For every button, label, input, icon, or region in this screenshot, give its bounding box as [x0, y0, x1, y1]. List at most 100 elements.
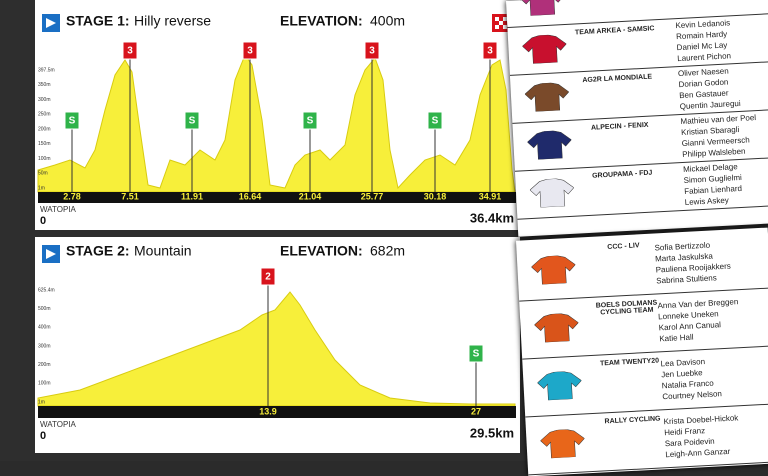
rider-list: Kevin Ledanois Romain Hardy Daniel Mc Lay L…: [675, 17, 732, 64]
km-label: 34.91: [479, 191, 502, 201]
team-row: RALLY CYCLING Krista Doebel-Hickok Heidi F…: [525, 403, 768, 476]
flag-label: 3: [369, 46, 375, 57]
flag-label: 3: [127, 46, 133, 57]
y-label: 200m: [38, 362, 51, 368]
rider-name: Courtney Nelson: [662, 389, 723, 402]
y-label: 397.5m: [38, 67, 55, 73]
team-row: Stefan BisseggerJens Keukeleire: [506, 0, 768, 28]
flag-label: 2: [265, 272, 271, 283]
men-team-card: Stefan BisseggerJens KeukeleireTEAM ARKE…: [506, 0, 768, 237]
stage-name: Hilly reverse: [134, 13, 211, 29]
km-label: 11.91: [181, 191, 203, 201]
jersey-icon: [522, 34, 567, 64]
jersey: [529, 178, 575, 208]
end-km: 36.4km: [470, 210, 514, 225]
stage-label: STAGE 2:: [66, 243, 130, 259]
team-row: AG2R LA MONDIALE Oliver Naesen Dorian Godo…: [509, 61, 768, 124]
start-km: 0: [40, 215, 46, 227]
rider-name: Laurent Pichon: [677, 51, 732, 64]
y-label: 300m: [38, 97, 51, 103]
rider-list: Sofia Bertizzolo Marta Jaskulska Pauliena …: [654, 239, 731, 287]
jersey: [524, 82, 570, 112]
y-label: 100m: [38, 156, 51, 162]
team-row: GROUPAMA - FDJ Mickael Delage Simon Guglie…: [514, 157, 768, 220]
team-name: GROUPAMA - FDJ: [591, 169, 653, 180]
team-row: BOELS DOLMANS CYCLING TEAM Anna Van der B…: [519, 287, 768, 360]
team-row: CCC - LIV Sofia Bertizzolo Marta Jaskulska…: [516, 229, 768, 302]
flag: [184, 111, 200, 130]
rider-list: Lea Davison Jen Luebke Natalia Franco Court…: [660, 355, 722, 402]
stage-label: STAGE 1:: [66, 13, 130, 29]
jersey-icon: [519, 0, 565, 17]
jersey: [527, 130, 572, 160]
team-row: TEAM ARKEA - SAMSIC Kevin Ledanois Romain …: [507, 13, 768, 76]
y-label: 250m: [38, 112, 51, 118]
elevation-value: 400m: [370, 13, 405, 29]
elevation-label: ELEVATION:: [280, 243, 363, 259]
flag: [427, 111, 443, 130]
y-label: 400m: [38, 325, 51, 331]
flag-label: S: [307, 116, 314, 127]
flag-label: S: [189, 116, 196, 127]
rider-name: Lewis Askey: [684, 195, 729, 207]
jersey: [537, 371, 582, 401]
flag-label: S: [473, 349, 480, 360]
team-row: ALPECIN - FENIX Mathieu van der Poel Krist…: [512, 109, 768, 172]
km-label: 30.18: [424, 191, 447, 201]
world-label: WATOPIA: [40, 205, 77, 214]
page: STAGE 1: Hilly reverse ELEVATION: 400m 1m 50m…: [35, 0, 768, 476]
team-name: ALPECIN - FENIX: [590, 121, 649, 132]
jersey: [522, 34, 567, 64]
y-label: 350m: [38, 82, 51, 88]
y-label: 100m: [38, 381, 51, 387]
elevation-label: ELEVATION:: [280, 13, 363, 29]
y-label: 200m: [38, 126, 51, 132]
world-label: WATOPIA: [40, 420, 77, 429]
start-km: 0: [40, 430, 46, 442]
rider-name: Quentin Jauregui: [679, 98, 741, 112]
team-name: AG2R LA MONDIALE: [582, 73, 653, 85]
elevation-value: 682m: [370, 243, 405, 259]
y-label: 1m: [38, 185, 45, 191]
jersey-icon: [531, 255, 576, 285]
km-label: 25.77: [361, 191, 384, 201]
flag: [302, 111, 318, 130]
team-row: TEAM TWENTY20 Lea Davison Jen Luebke Natali…: [522, 345, 768, 418]
flag-label: S: [69, 116, 76, 127]
flag: [468, 344, 484, 363]
rider-list: Mickael Delage Simon Guglielmi Fabian Lien…: [683, 161, 743, 208]
rider-list: Mathieu van der Poel Kristian Sbaragli Gia…: [680, 112, 758, 160]
jersey-icon: [540, 429, 585, 459]
y-label: 50m: [38, 171, 48, 177]
flag-label: 3: [487, 46, 493, 57]
flag: [122, 41, 138, 60]
jersey-icon: [527, 130, 572, 160]
y-label: 500m: [38, 306, 51, 312]
flag: [364, 41, 380, 60]
km-label: 16.64: [239, 191, 262, 201]
km-label: 21.04: [299, 191, 322, 201]
team-name: TEAM ARKEA - SAMSIC: [574, 25, 655, 37]
stage-name: Mountain: [134, 243, 192, 259]
km-label: 7.51: [121, 191, 139, 201]
jersey: [534, 313, 579, 343]
km-label: 27: [471, 406, 481, 416]
flag-label: 3: [247, 46, 253, 57]
women-team-card: CCC - LIV Sofia Bertizzolo Marta Jaskulska…: [515, 227, 768, 476]
rider-list: Oliver Naesen Dorian Godon Ben Gastauer Que…: [678, 65, 741, 112]
jersey-icon: [537, 371, 582, 401]
jersey-icon: [534, 313, 579, 343]
flag: [242, 41, 258, 60]
y-label: 1m: [38, 399, 45, 405]
y-label: 150m: [38, 141, 51, 147]
y-label: 625.4m: [38, 287, 55, 293]
jersey: [531, 255, 576, 285]
y-label: 300m: [38, 343, 51, 349]
flag: [64, 111, 80, 130]
rider-list: Anna Van der Breggen Lonneke Uneken Karol …: [657, 296, 740, 344]
jersey: [540, 428, 585, 459]
rider-list: Krista Doebel-Hickok Heidi Franz Sara Poid…: [663, 412, 740, 460]
flag: [260, 267, 276, 286]
jersey-icon: [529, 178, 575, 208]
end-km: 29.5km: [470, 425, 514, 440]
